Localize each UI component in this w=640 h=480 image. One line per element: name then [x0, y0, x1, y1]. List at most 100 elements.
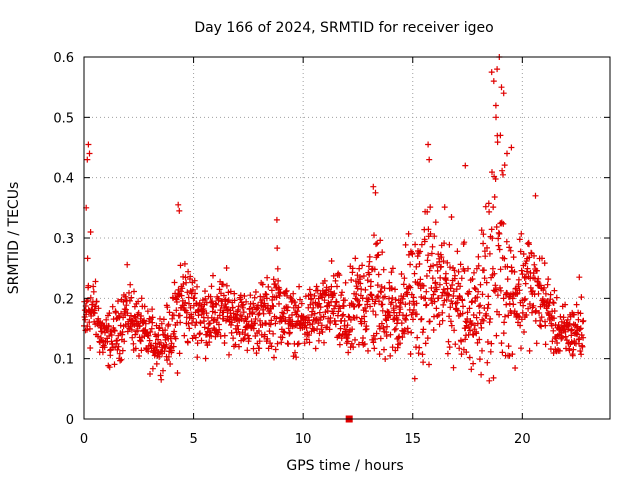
data-point — [315, 337, 322, 344]
data-point — [136, 353, 142, 359]
data-point — [497, 287, 504, 294]
data-point — [129, 334, 136, 341]
data-point — [119, 347, 126, 354]
data-point — [160, 367, 166, 374]
data-point — [90, 283, 97, 290]
data-point — [373, 294, 380, 301]
data-point — [118, 356, 125, 363]
data-point — [184, 309, 190, 316]
data-point — [397, 340, 403, 347]
data-point — [445, 338, 452, 345]
data-point — [357, 274, 364, 280]
data-point — [294, 341, 301, 348]
data-point — [447, 264, 453, 271]
data-point — [495, 235, 502, 242]
data-point — [389, 265, 396, 272]
data-point — [497, 266, 504, 273]
data-point — [482, 253, 489, 260]
data-point — [221, 332, 228, 339]
data-point — [325, 299, 332, 306]
data-point — [489, 169, 495, 176]
data-point — [216, 286, 223, 293]
data-point — [361, 318, 368, 325]
data-point — [273, 216, 280, 223]
data-point — [185, 320, 192, 327]
data-point — [157, 339, 164, 346]
data-point — [168, 340, 175, 347]
data-point — [479, 347, 485, 354]
data-point — [362, 305, 369, 311]
data-point — [167, 361, 174, 367]
data-point — [566, 347, 573, 354]
data-point — [339, 289, 345, 296]
data-point — [363, 308, 369, 315]
data-point — [207, 299, 214, 306]
data-point — [252, 316, 259, 322]
data-point — [184, 289, 191, 296]
data-point — [311, 310, 318, 317]
data-point — [231, 297, 238, 304]
data-point — [559, 334, 566, 341]
data-point — [568, 332, 575, 339]
data-point — [538, 314, 545, 321]
data-point — [409, 251, 416, 257]
data-point — [121, 338, 128, 345]
data-point — [344, 322, 351, 329]
data-point — [126, 297, 133, 304]
data-point — [577, 325, 584, 332]
data-point — [469, 276, 476, 282]
data-point — [221, 340, 228, 346]
plot-frame — [83, 56, 611, 420]
data-point — [473, 330, 480, 337]
data-point — [344, 338, 351, 345]
data-point — [92, 278, 99, 285]
data-point — [535, 275, 542, 282]
data-point — [220, 281, 227, 288]
data-point — [493, 114, 499, 121]
y-axis-label: SRMTID / TECUs — [6, 182, 22, 295]
data-point — [463, 349, 470, 356]
data-point — [294, 308, 301, 315]
data-point — [370, 339, 377, 346]
data-point — [298, 300, 305, 307]
data-point — [331, 290, 338, 297]
data-point — [516, 287, 523, 294]
data-point — [176, 350, 183, 357]
data-point — [356, 265, 363, 272]
y-tick-label: 0.3 — [53, 232, 74, 247]
data-point — [270, 330, 277, 337]
data-point — [568, 326, 575, 333]
data-point — [379, 249, 386, 256]
data-point — [485, 200, 492, 207]
data-point — [142, 320, 149, 327]
data-point — [410, 294, 417, 301]
data-point — [202, 288, 208, 295]
data-point — [392, 296, 399, 303]
y-tick-label: 0 — [66, 413, 74, 428]
data-point — [389, 295, 396, 301]
data-point — [282, 288, 289, 295]
data-point — [434, 267, 441, 274]
data-point — [90, 288, 97, 295]
data-point — [376, 351, 383, 358]
data-point — [213, 301, 220, 308]
data-point — [500, 171, 506, 178]
data-point — [244, 347, 251, 354]
data-point — [498, 84, 505, 91]
data-point — [386, 279, 393, 286]
x-tick-label: 15 — [404, 432, 421, 447]
data-point — [281, 329, 288, 336]
data-point — [420, 282, 427, 289]
data-point — [360, 335, 366, 341]
x-tick-label: 10 — [295, 432, 312, 447]
data-point — [488, 69, 495, 76]
data-point — [430, 291, 437, 298]
data-point — [413, 311, 420, 318]
data-point — [506, 244, 513, 251]
data-point — [215, 297, 222, 304]
data-point — [475, 253, 482, 260]
axis-ticks: 0 0.1 0.2 0.3 0.4 0.5 0.6 0 5 10 15 20 — [53, 51, 610, 447]
data-point — [539, 255, 545, 262]
data-point — [396, 309, 403, 316]
data-point — [502, 313, 508, 320]
